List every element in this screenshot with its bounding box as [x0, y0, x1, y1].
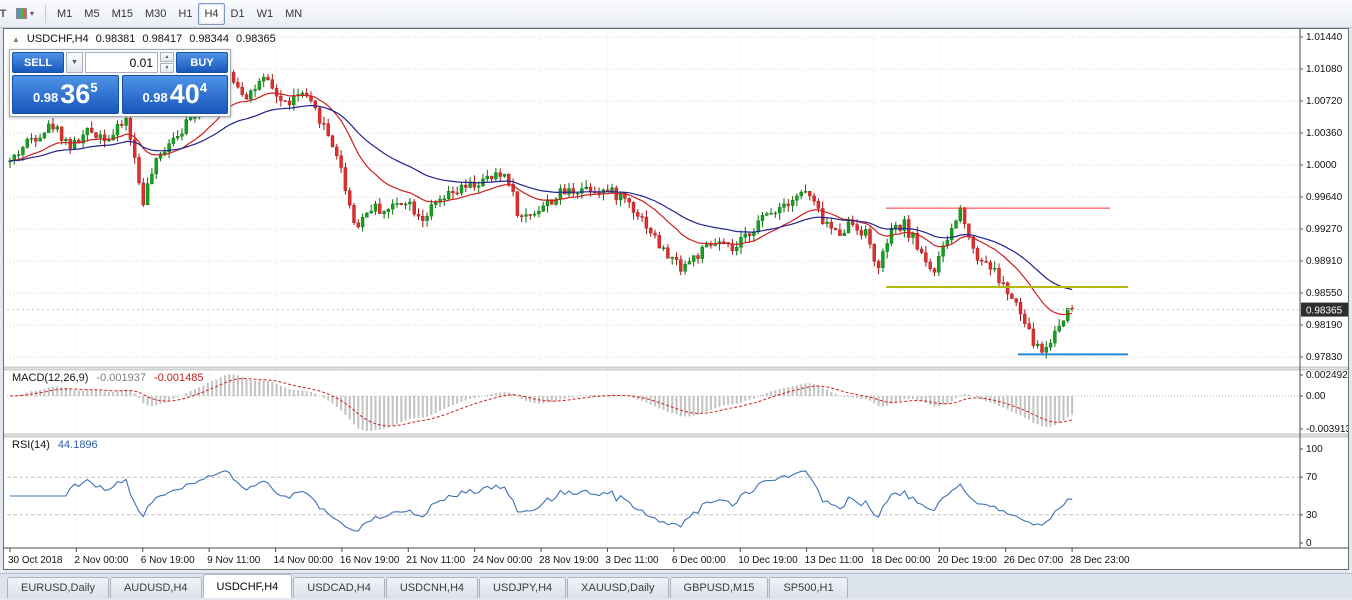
- chart-tab-gbpusd[interactable]: GBPUSD,M15: [669, 577, 769, 598]
- svg-text:0.98910: 0.98910: [1306, 256, 1343, 267]
- timeframe-m1-button[interactable]: M1: [57, 7, 73, 20]
- chart-tab-audusd[interactable]: AUDUSD,H4: [109, 577, 202, 598]
- ohlc-close: 0.98365: [235, 33, 276, 45]
- buy-price-pip: 4: [199, 80, 208, 95]
- svg-text:14 Nov 00:00: 14 Nov 00:00: [274, 555, 334, 566]
- svg-text:28 Dec 23:00: 28 Dec 23:00: [1070, 555, 1130, 566]
- macd-indicator-label: MACD(12,26,9) -0.001937 -0.001485: [12, 372, 204, 384]
- svg-text:10 Dec 19:00: 10 Dec 19:00: [738, 555, 798, 566]
- timeframe-m5-button[interactable]: M5: [84, 7, 100, 20]
- chevron-down-icon: ▾: [30, 9, 35, 18]
- one-click-trading-panel: SELL ▼ ▲ ▼ BUY 0.98 36 5 0.98 40 4: [9, 49, 231, 117]
- buy-price-button[interactable]: 0.98 40 4: [121, 75, 228, 114]
- sell-button[interactable]: SELL: [12, 52, 64, 73]
- timeframe-m30-button[interactable]: M30: [144, 7, 167, 20]
- volume-up-icon[interactable]: ▲: [160, 52, 174, 62]
- svg-text:100: 100: [1306, 444, 1323, 455]
- timeframe-m15-button[interactable]: M15: [111, 7, 133, 20]
- chart-tab-bar: EURUSD,Daily AUDUSD,H4 USDCHF,H4 USDCAD,…: [0, 573, 1352, 598]
- macd-signal-value: -0.001485: [153, 372, 204, 384]
- svg-text:24 Nov 00:00: 24 Nov 00:00: [473, 555, 533, 566]
- rsi-indicator-label: RSI(14) 44.1896: [12, 439, 98, 451]
- rsi-name: RSI(14): [12, 439, 50, 451]
- sell-price-prefix: 0.98: [32, 90, 59, 105]
- clipped-toolbar-icon[interactable]: T: [0, 7, 7, 20]
- svg-text:-0.003913: -0.003913: [1306, 424, 1348, 435]
- svg-text:0.99270: 0.99270: [1306, 224, 1343, 235]
- timeframe-h4-button[interactable]: H4: [198, 2, 225, 25]
- chart-palette-button[interactable]: ▾: [10, 3, 40, 25]
- chart-tab-sp500[interactable]: SP500,H1: [769, 577, 848, 598]
- svg-text:2 Nov 00:00: 2 Nov 00:00: [74, 555, 128, 566]
- ohlc-low: 0.98344: [189, 33, 229, 45]
- chart-area[interactable]: ▲ USDCHF,H4 0.98381 0.98417 0.98344 0.98…: [3, 28, 1349, 570]
- svg-text:28 Nov 19:00: 28 Nov 19:00: [539, 555, 599, 566]
- volume-dropdown-button[interactable]: ▼: [66, 52, 83, 73]
- svg-text:1.0000: 1.0000: [1306, 160, 1337, 171]
- svg-text:70: 70: [1306, 472, 1318, 483]
- svg-text:9 Nov 11:00: 9 Nov 11:00: [207, 555, 261, 566]
- svg-text:6 Nov 19:00: 6 Nov 19:00: [141, 555, 195, 566]
- volume-stepper[interactable]: ▲ ▼: [160, 52, 174, 73]
- palette-icon: [16, 8, 27, 19]
- svg-text:0.99640: 0.99640: [1306, 192, 1343, 203]
- svg-text:16 Nov 19:00: 16 Nov 19:00: [340, 555, 400, 566]
- svg-text:0.002492: 0.002492: [1306, 370, 1348, 381]
- chart-tab-usdchf[interactable]: USDCHF,H4: [202, 574, 293, 598]
- svg-text:1.00360: 1.00360: [1306, 128, 1343, 139]
- chart-tab-eurusd[interactable]: EURUSD,Daily: [7, 577, 109, 598]
- timeframe-mn-button[interactable]: MN: [285, 7, 303, 20]
- chart-tab-usdjpy[interactable]: USDJPY,H4: [479, 577, 567, 598]
- svg-text:0.97830: 0.97830: [1306, 352, 1343, 363]
- timeframe-w1-button[interactable]: W1: [256, 7, 274, 20]
- ohlc-high: 0.98417: [142, 33, 183, 45]
- buy-price-big: 40: [169, 79, 200, 109]
- svg-text:20 Dec 19:00: 20 Dec 19:00: [937, 555, 997, 566]
- buy-button[interactable]: BUY: [176, 52, 228, 73]
- chart-tab-usdcnh[interactable]: USDCNH,H4: [385, 577, 479, 598]
- timeframe-h1-button[interactable]: H1: [178, 7, 193, 20]
- svg-text:6 Dec 00:00: 6 Dec 00:00: [672, 555, 726, 566]
- macd-value: -0.001937: [96, 372, 146, 384]
- svg-text:0: 0: [1306, 538, 1312, 549]
- timeframe-d1-button[interactable]: D1: [230, 7, 245, 20]
- chart-symbol-label: USDCHF,H4: [26, 33, 89, 45]
- chart-tab-xauusd[interactable]: XAUUSD,Daily: [567, 577, 669, 598]
- svg-text:26 Dec 07:00: 26 Dec 07:00: [1004, 555, 1064, 566]
- svg-text:0.00: 0.00: [1306, 391, 1326, 402]
- buy-price-prefix: 0.98: [142, 90, 168, 105]
- chart-tab-usdcad[interactable]: USDCAD,H4: [293, 577, 385, 598]
- svg-text:30: 30: [1306, 510, 1318, 521]
- svg-text:3 Dec 11:00: 3 Dec 11:00: [605, 555, 659, 566]
- ohlc-open: 0.98381: [95, 33, 136, 45]
- chart-symbol-icon: ▲: [12, 34, 20, 44]
- toolbar-separator: [45, 4, 47, 23]
- volume-down-icon[interactable]: ▼: [160, 63, 174, 73]
- svg-text:18 Dec 00:00: 18 Dec 00:00: [871, 555, 931, 566]
- svg-text:1.00720: 1.00720: [1306, 96, 1343, 107]
- svg-text:0.98365: 0.98365: [1306, 306, 1343, 317]
- svg-text:30 Oct 2018: 30 Oct 2018: [8, 555, 63, 566]
- top-toolbar: T ▾ M1 M5 M15 M30 H1 H4 D1 W1 MN: [0, 0, 1352, 28]
- svg-text:13 Dec 11:00: 13 Dec 11:00: [805, 555, 864, 566]
- chart-ohlc-header: ▲ USDCHF,H4 0.98381 0.98417 0.98344 0.98…: [12, 33, 276, 45]
- sell-price-button[interactable]: 0.98 36 5: [12, 75, 119, 114]
- volume-input[interactable]: [85, 52, 158, 73]
- sell-price-pip: 5: [90, 80, 98, 95]
- svg-text:0.98190: 0.98190: [1306, 320, 1343, 331]
- sell-price-big: 36: [60, 79, 91, 109]
- svg-text:0.98550: 0.98550: [1306, 288, 1343, 299]
- macd-name: MACD(12,26,9): [12, 372, 89, 384]
- svg-text:1.01080: 1.01080: [1306, 64, 1343, 75]
- svg-text:21 Nov 11:00: 21 Nov 11:00: [406, 555, 465, 566]
- rsi-value: 44.1896: [57, 439, 98, 451]
- svg-text:1.01440: 1.01440: [1306, 32, 1343, 43]
